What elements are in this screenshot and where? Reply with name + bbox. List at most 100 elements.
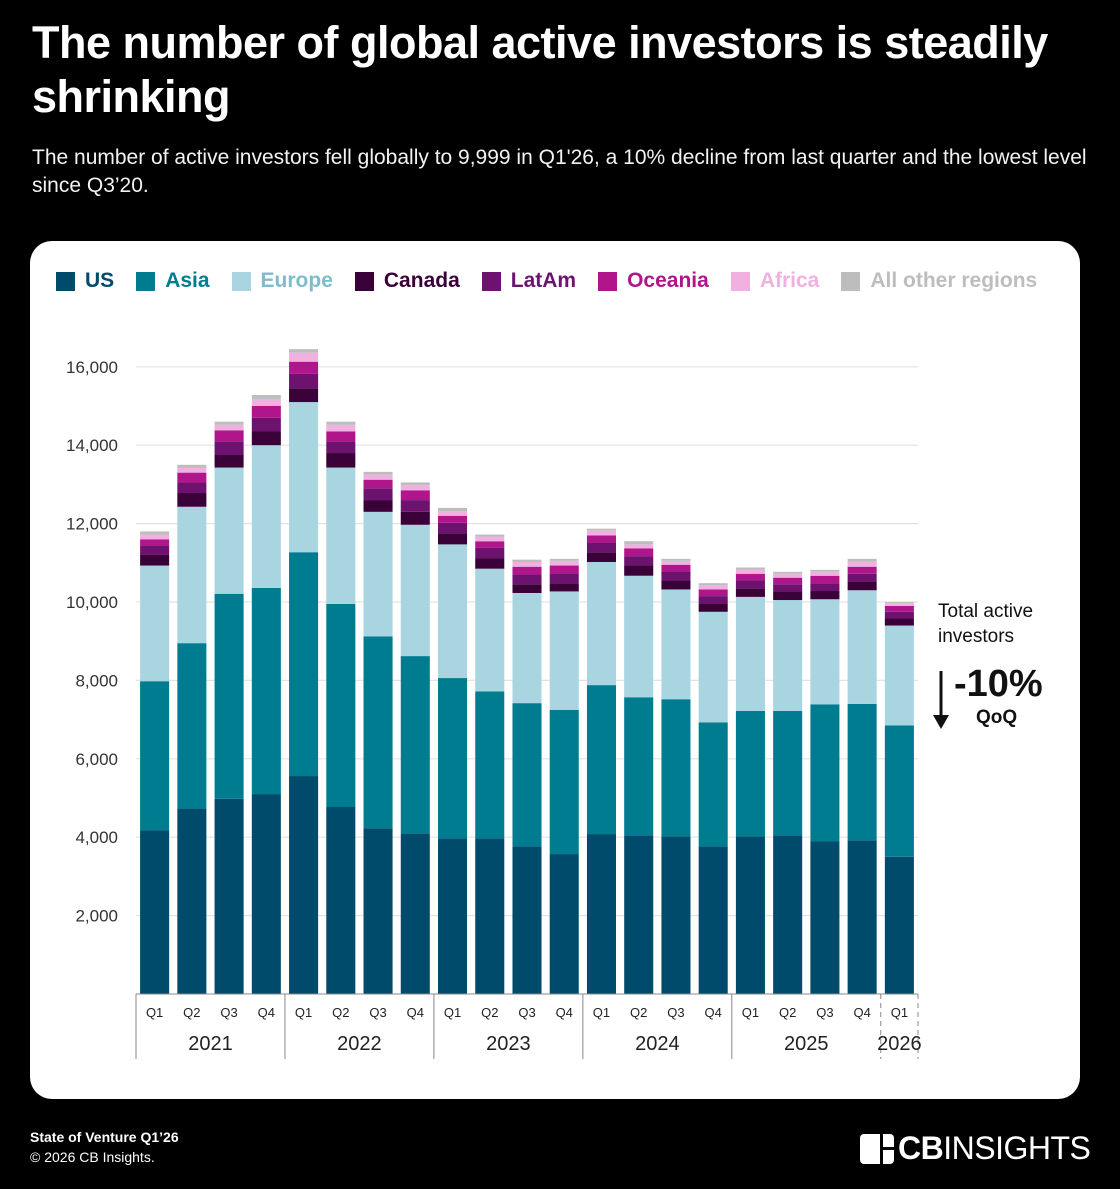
bar-segment-latam <box>698 596 728 604</box>
bar-segment-asia <box>140 681 170 831</box>
bar-segment-all-other-regions <box>363 471 393 475</box>
bar-segment-all-other-regions <box>884 602 914 604</box>
bar-segment-oceania <box>512 566 542 575</box>
x-year-label: 2023 <box>486 1033 531 1055</box>
bar-segment-africa <box>884 603 914 606</box>
bar-segment-all-other-regions <box>586 528 616 531</box>
bar-segment-us <box>363 828 393 994</box>
bar-segment-africa <box>214 424 244 431</box>
legend-item: Oceania <box>598 269 709 293</box>
x-year-label: 2026 <box>877 1033 922 1055</box>
bar-segment-africa <box>735 569 765 574</box>
logo-text-light: INSIGHTS <box>943 1130 1091 1166</box>
bar-segment-us <box>735 836 765 994</box>
x-tick-label: Q3 <box>518 1005 535 1020</box>
bar-segment-africa <box>847 561 877 567</box>
bar-segment-us <box>140 830 170 994</box>
bar-segment-africa <box>326 424 356 432</box>
annotation-change: -10% <box>954 663 1043 705</box>
x-tick-label: Q4 <box>407 1005 424 1020</box>
bar-segment-latam <box>661 571 691 581</box>
bar-segment-canada <box>884 618 914 626</box>
legend-item: Asia <box>136 269 210 293</box>
bar-segment-canada <box>251 431 281 446</box>
bar-segment-africa <box>363 474 393 480</box>
x-tick-label: Q2 <box>332 1005 349 1020</box>
bar-segment-africa <box>289 352 319 362</box>
legend-label: Africa <box>759 269 820 292</box>
bar-segment-canada <box>735 588 765 597</box>
bar-segment-latam <box>884 611 914 619</box>
legend: US Asia Europe Canada LatAm Oceania Africa All … <box>56 269 1059 293</box>
stacked-bar-chart: 2,000 4,000 6,000 8,000 10,000 12,000 14,000 16… <box>66 349 922 1059</box>
bar-segment-asia <box>884 725 914 857</box>
bar-segment-all-other-regions <box>214 421 244 425</box>
bar-segment-europe <box>698 611 728 723</box>
y-tick-label: 4,000 <box>75 828 118 847</box>
bar-segment-oceania <box>884 605 914 612</box>
bar-segment-canada <box>773 591 803 601</box>
bar-segment-africa <box>438 511 468 516</box>
footer-source: State of Venture Q1’26 © 2026 CB Insight… <box>30 1127 179 1167</box>
bar-segment-asia <box>810 704 840 842</box>
legend-item: US <box>56 269 114 293</box>
bar-segment-asia <box>847 703 877 841</box>
bar-segment-africa <box>810 571 840 576</box>
bar-segment-africa <box>512 562 542 567</box>
bar-segment-all-other-regions <box>698 583 728 586</box>
bar-segment-asia <box>698 722 728 847</box>
legend-swatch <box>136 271 156 291</box>
bar-segment-latam <box>847 573 877 582</box>
bar-segment-asia <box>624 697 654 836</box>
bar-segment-oceania <box>251 406 281 418</box>
bar-segment-us <box>810 841 840 994</box>
bar-segment-us <box>400 833 430 994</box>
bar-segment-oceania <box>363 479 393 489</box>
bar-segment-latam <box>810 583 840 592</box>
bar-segment-latam <box>214 441 244 455</box>
bar-segment-asia <box>400 656 430 834</box>
bar-segment-us <box>438 838 468 994</box>
y-tick-label: 8,000 <box>75 671 118 690</box>
bar-segment-latam <box>735 580 765 589</box>
bar-segment-oceania <box>586 535 616 543</box>
x-year-label: 2021 <box>188 1033 233 1055</box>
cb-insights-logo: CBINSIGHTS <box>860 1130 1091 1167</box>
bar-segment-latam <box>438 522 468 534</box>
bar-segment-africa <box>177 467 207 473</box>
bar-segment-canada <box>512 584 542 593</box>
legend-label: All other regions <box>870 269 1038 292</box>
bar-segment-europe <box>661 589 691 700</box>
x-tick-label: Q2 <box>481 1005 498 1020</box>
bar-segment-africa <box>661 560 691 565</box>
bar-segment-oceania <box>289 361 319 374</box>
chart-title: The number of global active investors is… <box>32 17 1048 122</box>
x-tick-label: Q1 <box>146 1005 163 1020</box>
bar-segment-oceania <box>438 515 468 523</box>
bar-segment-all-other-regions <box>735 567 765 570</box>
bar-segment-latam <box>512 574 542 585</box>
legend-swatch <box>598 271 618 291</box>
legend-swatch <box>56 271 75 291</box>
bar-segment-europe <box>884 625 914 726</box>
logo-text-bold: CB <box>898 1130 944 1166</box>
bar-segment-latam <box>773 584 803 592</box>
bar-segment-latam <box>586 542 616 553</box>
y-tick-label: 10,000 <box>66 593 118 612</box>
y-tick-label: 14,000 <box>66 436 118 455</box>
legend-swatch <box>841 271 861 291</box>
legend-item: Europe <box>231 269 333 293</box>
bar-segment-europe <box>810 599 840 705</box>
bar-segment-oceania <box>326 431 356 442</box>
bar-segment-asia <box>549 709 579 855</box>
bar-segment-us <box>884 856 914 994</box>
bar-segment-canada <box>326 453 356 468</box>
bar-segment-asia <box>475 691 505 839</box>
bar-segment-us <box>177 808 207 994</box>
chart-subtitle: The number of active investors fell glob… <box>32 146 1087 197</box>
footer-report: State of Venture Q1’26 <box>30 1129 179 1145</box>
x-year-label: 2022 <box>337 1033 382 1055</box>
bar-segment-all-other-regions <box>773 571 803 574</box>
bar-segment-africa <box>586 530 616 536</box>
bar-segment-us <box>847 840 877 994</box>
